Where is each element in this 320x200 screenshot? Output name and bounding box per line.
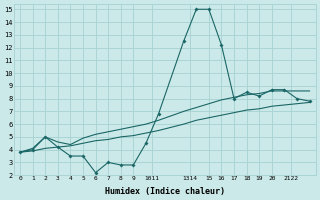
X-axis label: Humidex (Indice chaleur): Humidex (Indice chaleur) <box>105 187 225 196</box>
